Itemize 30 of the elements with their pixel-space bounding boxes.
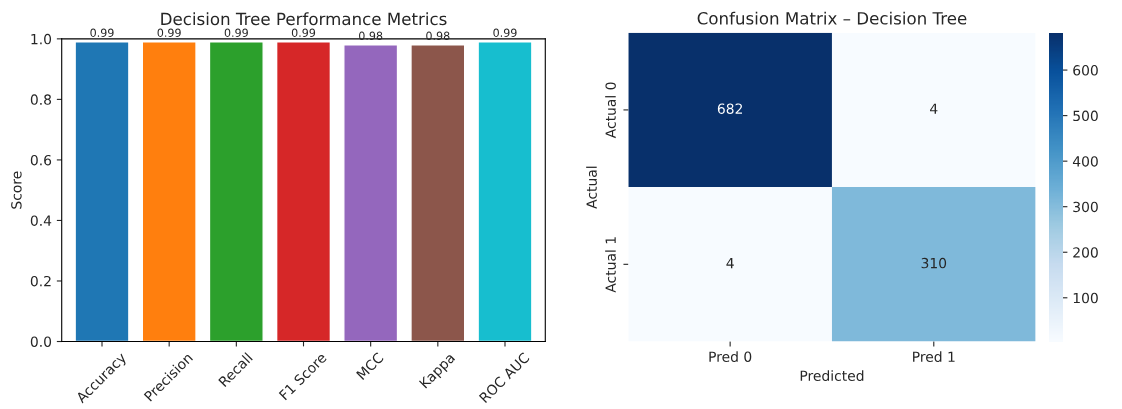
y-tick-label: 0.0: [30, 336, 52, 347]
color-bar-label: 300: [1073, 201, 1098, 213]
y-tick-label: 0.8: [30, 94, 52, 105]
y-tick-label: 0.6: [30, 154, 52, 166]
y-axis-title: Score: [11, 171, 22, 209]
data-label: 0.99: [224, 28, 248, 37]
color-bar-label: 200: [1073, 247, 1098, 258]
color-bar-label: 100: [1073, 292, 1098, 304]
y-tick-label: Actual 1: [605, 237, 616, 293]
chart-title: Decision Tree Performance Metrics: [161, 12, 447, 26]
y-tick-label: 0.4: [30, 215, 52, 226]
chart-title: Confusion Matrix – Decision Tree: [697, 11, 967, 25]
y-tick-label: Actual 0: [605, 82, 616, 139]
data-label: 682: [717, 103, 743, 114]
data-label: 0.99: [90, 28, 114, 37]
data-label: 4: [930, 103, 938, 114]
x-axis-title: Predicted: [800, 370, 864, 381]
color-bar-label: 400: [1072, 156, 1098, 167]
color-bar-label: 600: [1073, 65, 1098, 76]
data-label: 0.99: [157, 28, 181, 37]
x-tick-label: Pred 1: [913, 351, 955, 362]
y-axis-title: Actual: [586, 166, 597, 209]
y-tick-label: 0.2: [30, 275, 51, 287]
data-label: 4: [726, 258, 734, 269]
color-bar-label: 500: [1073, 110, 1098, 122]
data-label: 310: [921, 257, 947, 269]
data-label: 0.99: [493, 28, 517, 37]
y-tick-label: 1.0: [31, 33, 52, 45]
x-tick-label: Pred 0: [709, 351, 752, 362]
data-label: 0.99: [291, 28, 316, 37]
